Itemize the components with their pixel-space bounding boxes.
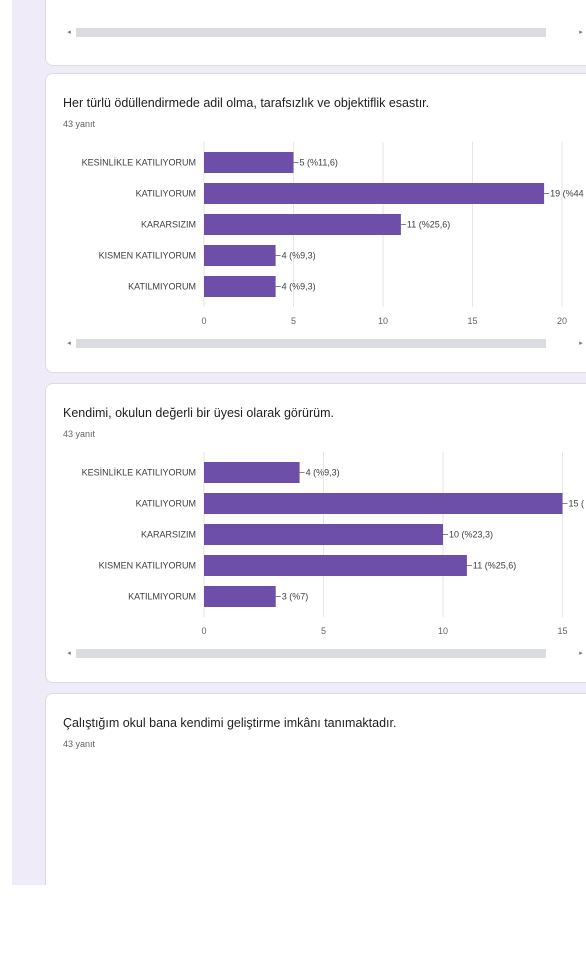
category-label: KESİNLİKLE KATILIYORUM	[82, 468, 196, 478]
chart-horizontal-scrollbar[interactable]: ◂ ▸	[63, 27, 586, 38]
category-label: KISMEN KATILIYORUM	[99, 561, 196, 571]
data-label: 5 (%11,6)	[300, 158, 338, 168]
response-count: 43 yanıt	[63, 429, 96, 439]
scroll-thumb[interactable]	[76, 28, 546, 37]
x-tick-label: 10	[438, 626, 448, 636]
bar	[204, 524, 443, 545]
bar	[204, 183, 545, 204]
bar-chart: 0 5 10 15 20 KESİNLİKLE KATILIYORUM 5 (%11,6) K…	[82, 142, 584, 326]
scroll-right-arrow-icon[interactable]: ▸	[579, 650, 583, 657]
question-title: Her türlü ödüllendirmede adil olma, tara…	[63, 96, 430, 110]
scroll-left-arrow-icon[interactable]: ◂	[67, 340, 71, 347]
scroll-left-arrow-icon[interactable]: ◂	[67, 650, 71, 657]
scroll-thumb[interactable]	[76, 649, 546, 658]
bar	[204, 214, 401, 235]
response-count: 43 yanıt	[63, 119, 96, 129]
x-tick-label: 0	[201, 626, 206, 636]
x-tick-label: 5	[321, 626, 326, 636]
category-label: KATILMIYORUM	[128, 592, 196, 602]
data-label: 15 (	[569, 499, 585, 509]
x-tick-label: 0	[201, 316, 206, 326]
scroll-left-arrow-icon[interactable]: ◂	[67, 29, 71, 36]
x-tick-label: 5	[291, 316, 296, 326]
scroll-right-arrow-icon[interactable]: ▸	[579, 29, 583, 36]
data-label: 4 (%9,3)	[306, 468, 340, 478]
x-tick-label: 10	[378, 316, 388, 326]
bar	[204, 462, 300, 483]
x-tick-label: 15	[467, 316, 477, 326]
category-label: KARARSIZIM	[141, 220, 196, 230]
x-tick-label: 20	[557, 316, 567, 326]
scroll-thumb[interactable]	[76, 339, 546, 348]
category-label: KISMEN KATILIYORUM	[99, 251, 196, 261]
bar	[204, 586, 276, 607]
response-count: 43 yanıt	[63, 739, 96, 749]
data-label: 4 (%9,3)	[282, 282, 316, 292]
data-label: 10 (%23,3)	[449, 530, 493, 540]
x-tick-label: 15	[557, 626, 567, 636]
bar	[204, 276, 276, 297]
scroll-right-arrow-icon[interactable]: ▸	[579, 340, 583, 347]
question-card-3: Çalıştığım okul bana kendimi geliştirme …	[45, 693, 586, 885]
question-card-1: Her türlü ödüllendirmede adil olma, tara…	[45, 73, 586, 373]
chart-horizontal-scrollbar[interactable]: ◂ ▸	[63, 338, 586, 349]
data-label: 19 (%44	[550, 189, 584, 199]
category-label: KATILIYORUM	[136, 499, 196, 509]
bar	[204, 493, 563, 514]
data-label: 4 (%9,3)	[282, 251, 316, 261]
bar-chart: 0 5 10 15 KESİNLİKLE KATILIYORUM 4 (%9,3) KATI…	[82, 452, 585, 636]
data-label: 3 (%7)	[282, 592, 309, 602]
bar	[204, 555, 467, 576]
question-title: Çalıştığım okul bana kendimi geliştirme …	[63, 716, 397, 730]
bar	[204, 152, 294, 173]
category-label: KESİNLİKLE KATILIYORUM	[82, 158, 196, 168]
data-label: 11 (%25,6)	[473, 561, 516, 571]
bar	[204, 245, 276, 266]
category-label: KATILMIYORUM	[128, 282, 196, 292]
category-label: KARARSIZIM	[141, 530, 196, 540]
data-label: 11 (%25,6)	[407, 220, 450, 230]
question-title: Kendimi, okulun değerli bir üyesi olarak…	[63, 406, 334, 420]
question-card-2: Kendimi, okulun değerli bir üyesi olarak…	[45, 383, 586, 683]
chart-horizontal-scrollbar[interactable]: ◂ ▸	[63, 648, 586, 659]
category-label: KATILIYORUM	[136, 189, 196, 199]
previous-question-card: ◂ ▸	[45, 0, 586, 66]
